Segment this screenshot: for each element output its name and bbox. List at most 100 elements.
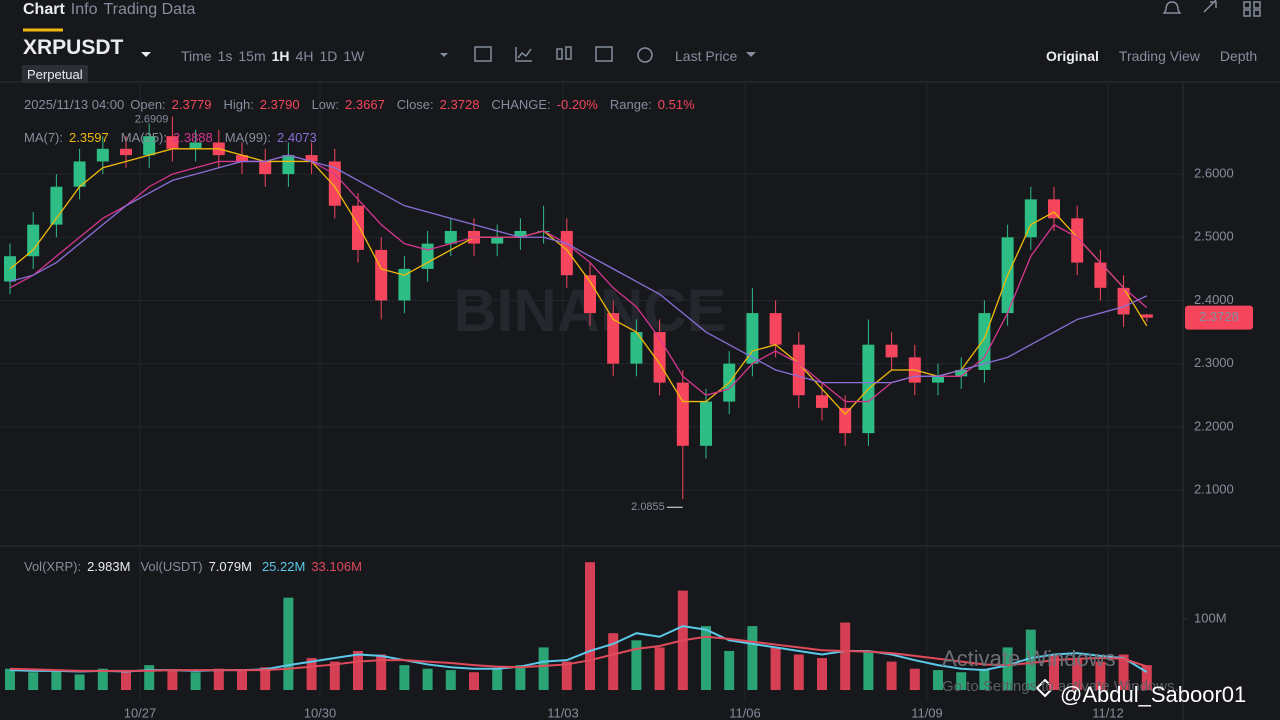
candle-body [514,230,527,238]
interval[interactable]: 1s [217,48,233,64]
ma-row: MA(7): 2.3597 MA(25): 2.3888 MA(99): 2.4073 [24,127,329,147]
x-tick-label: 10/27 [124,705,157,720]
volume-bar [1049,654,1059,690]
volume-bar [399,665,410,690]
field-value: 0.51% [657,96,695,112]
field-value: 2.3790 [259,96,300,112]
x-tick-label: 10/30 [304,705,337,720]
candle-body [352,205,364,250]
candle-body [143,136,156,156]
views: Original Trading View Depth [1046,46,1263,66]
legend-label: MA(7): [24,129,63,145]
volume-bar [445,670,456,690]
y-tick-label: 2.2000 [1194,418,1234,433]
interval[interactable]: Time [181,48,212,64]
volume-bar [190,672,201,690]
candle-body [584,275,596,314]
candle-body [978,313,991,370]
view[interactable]: Trading View [1118,48,1200,64]
field-value: -0.20% [556,96,598,112]
volume-bar [817,658,827,690]
candle-body [96,148,109,162]
volume-bar [793,654,804,690]
volume-bar [747,626,758,690]
candle-body [491,237,504,244]
volume-bar [144,665,155,690]
candle-body [792,344,805,396]
tab[interactable]: Trading Data [103,1,196,18]
candle-time: 2025/11/13 04:00 [24,96,125,112]
tab[interactable]: Info [70,1,98,18]
interval[interactable]: 1D [319,48,338,64]
y-tick-label: 2.6000 [1194,166,1234,181]
field-value: 2.3667 [345,96,385,112]
intervals: Time 1s 15m 1H 4H 1D 1W [181,46,370,66]
tab[interactable]: Chart [23,1,65,18]
legend-label: MA(99): [224,129,271,145]
price-tag-label: 2.3728 [1199,309,1239,324]
x-tick-label: 11/06 [729,705,761,720]
x-tick-label: 11/09 [911,705,943,720]
y-tick-label: 2.4000 [1194,292,1234,307]
view[interactable]: Original [1046,48,1099,64]
field-value: 7.079M [208,558,252,574]
volume-bar [886,661,897,690]
candle-body [398,268,411,301]
os-overlay: Activate Windows [942,646,1116,671]
volume-bar [167,670,178,690]
volume-bar [701,626,711,690]
ma-value: 25.22M [261,558,306,574]
ma-value: 33.106M [311,558,362,574]
volume-bar [654,647,665,690]
price-tag [1185,305,1253,330]
volume-ma-line [9,635,1148,672]
legend-value: 2.4073 [277,129,317,145]
volume-bar [770,647,781,690]
y-tick-label: 2.3000 [1194,355,1234,370]
candle-body [746,313,759,364]
field-label: Range: [609,96,652,112]
field-label: Vol(XRP): [24,558,82,574]
volume-bar [956,672,967,690]
volume-bar [97,668,108,690]
candle-body [839,407,852,434]
legend-value: 2.3888 [173,129,213,145]
candle-body [282,155,295,175]
candle-body [120,148,132,156]
volume-bar [260,667,271,690]
field-value: 2.3728 [439,96,480,112]
volume-bar [608,633,619,690]
volume-bar [469,672,479,690]
candle-body [885,344,898,358]
volume-bar [631,640,642,690]
symbol[interactable]: XRPUSDT [23,36,124,59]
candle-body [1048,199,1060,219]
field-label: High: [223,96,254,112]
field-label: Close: [396,96,434,112]
volume-bar [121,672,131,690]
view[interactable]: Depth [1219,48,1258,64]
price-type[interactable]: Last Price [675,48,738,64]
icons [141,0,1261,63]
candle-body [932,376,944,383]
os-overlay: Go to Settings to activate Windows. [942,677,1179,695]
candle-body [444,230,457,244]
interval[interactable]: 4H [295,48,314,64]
volume-bar [863,650,874,690]
interval[interactable]: 1W [343,48,365,64]
candle-body [375,249,388,301]
tabs: Chart Info Trading Data [23,0,201,20]
ma-line [9,154,1148,384]
y-tick-label: 2.1000 [1194,481,1234,496]
volume-bar [724,650,735,690]
interval[interactable]: 15m [238,48,266,64]
candle-body [607,313,620,364]
interval[interactable]: 1H [271,48,290,64]
candle-body [27,224,40,257]
volume-bar [283,597,294,690]
volume-bar [1025,629,1036,690]
volume-bar [306,658,317,690]
volume-bar [1072,658,1083,690]
volume-bar [353,650,363,690]
